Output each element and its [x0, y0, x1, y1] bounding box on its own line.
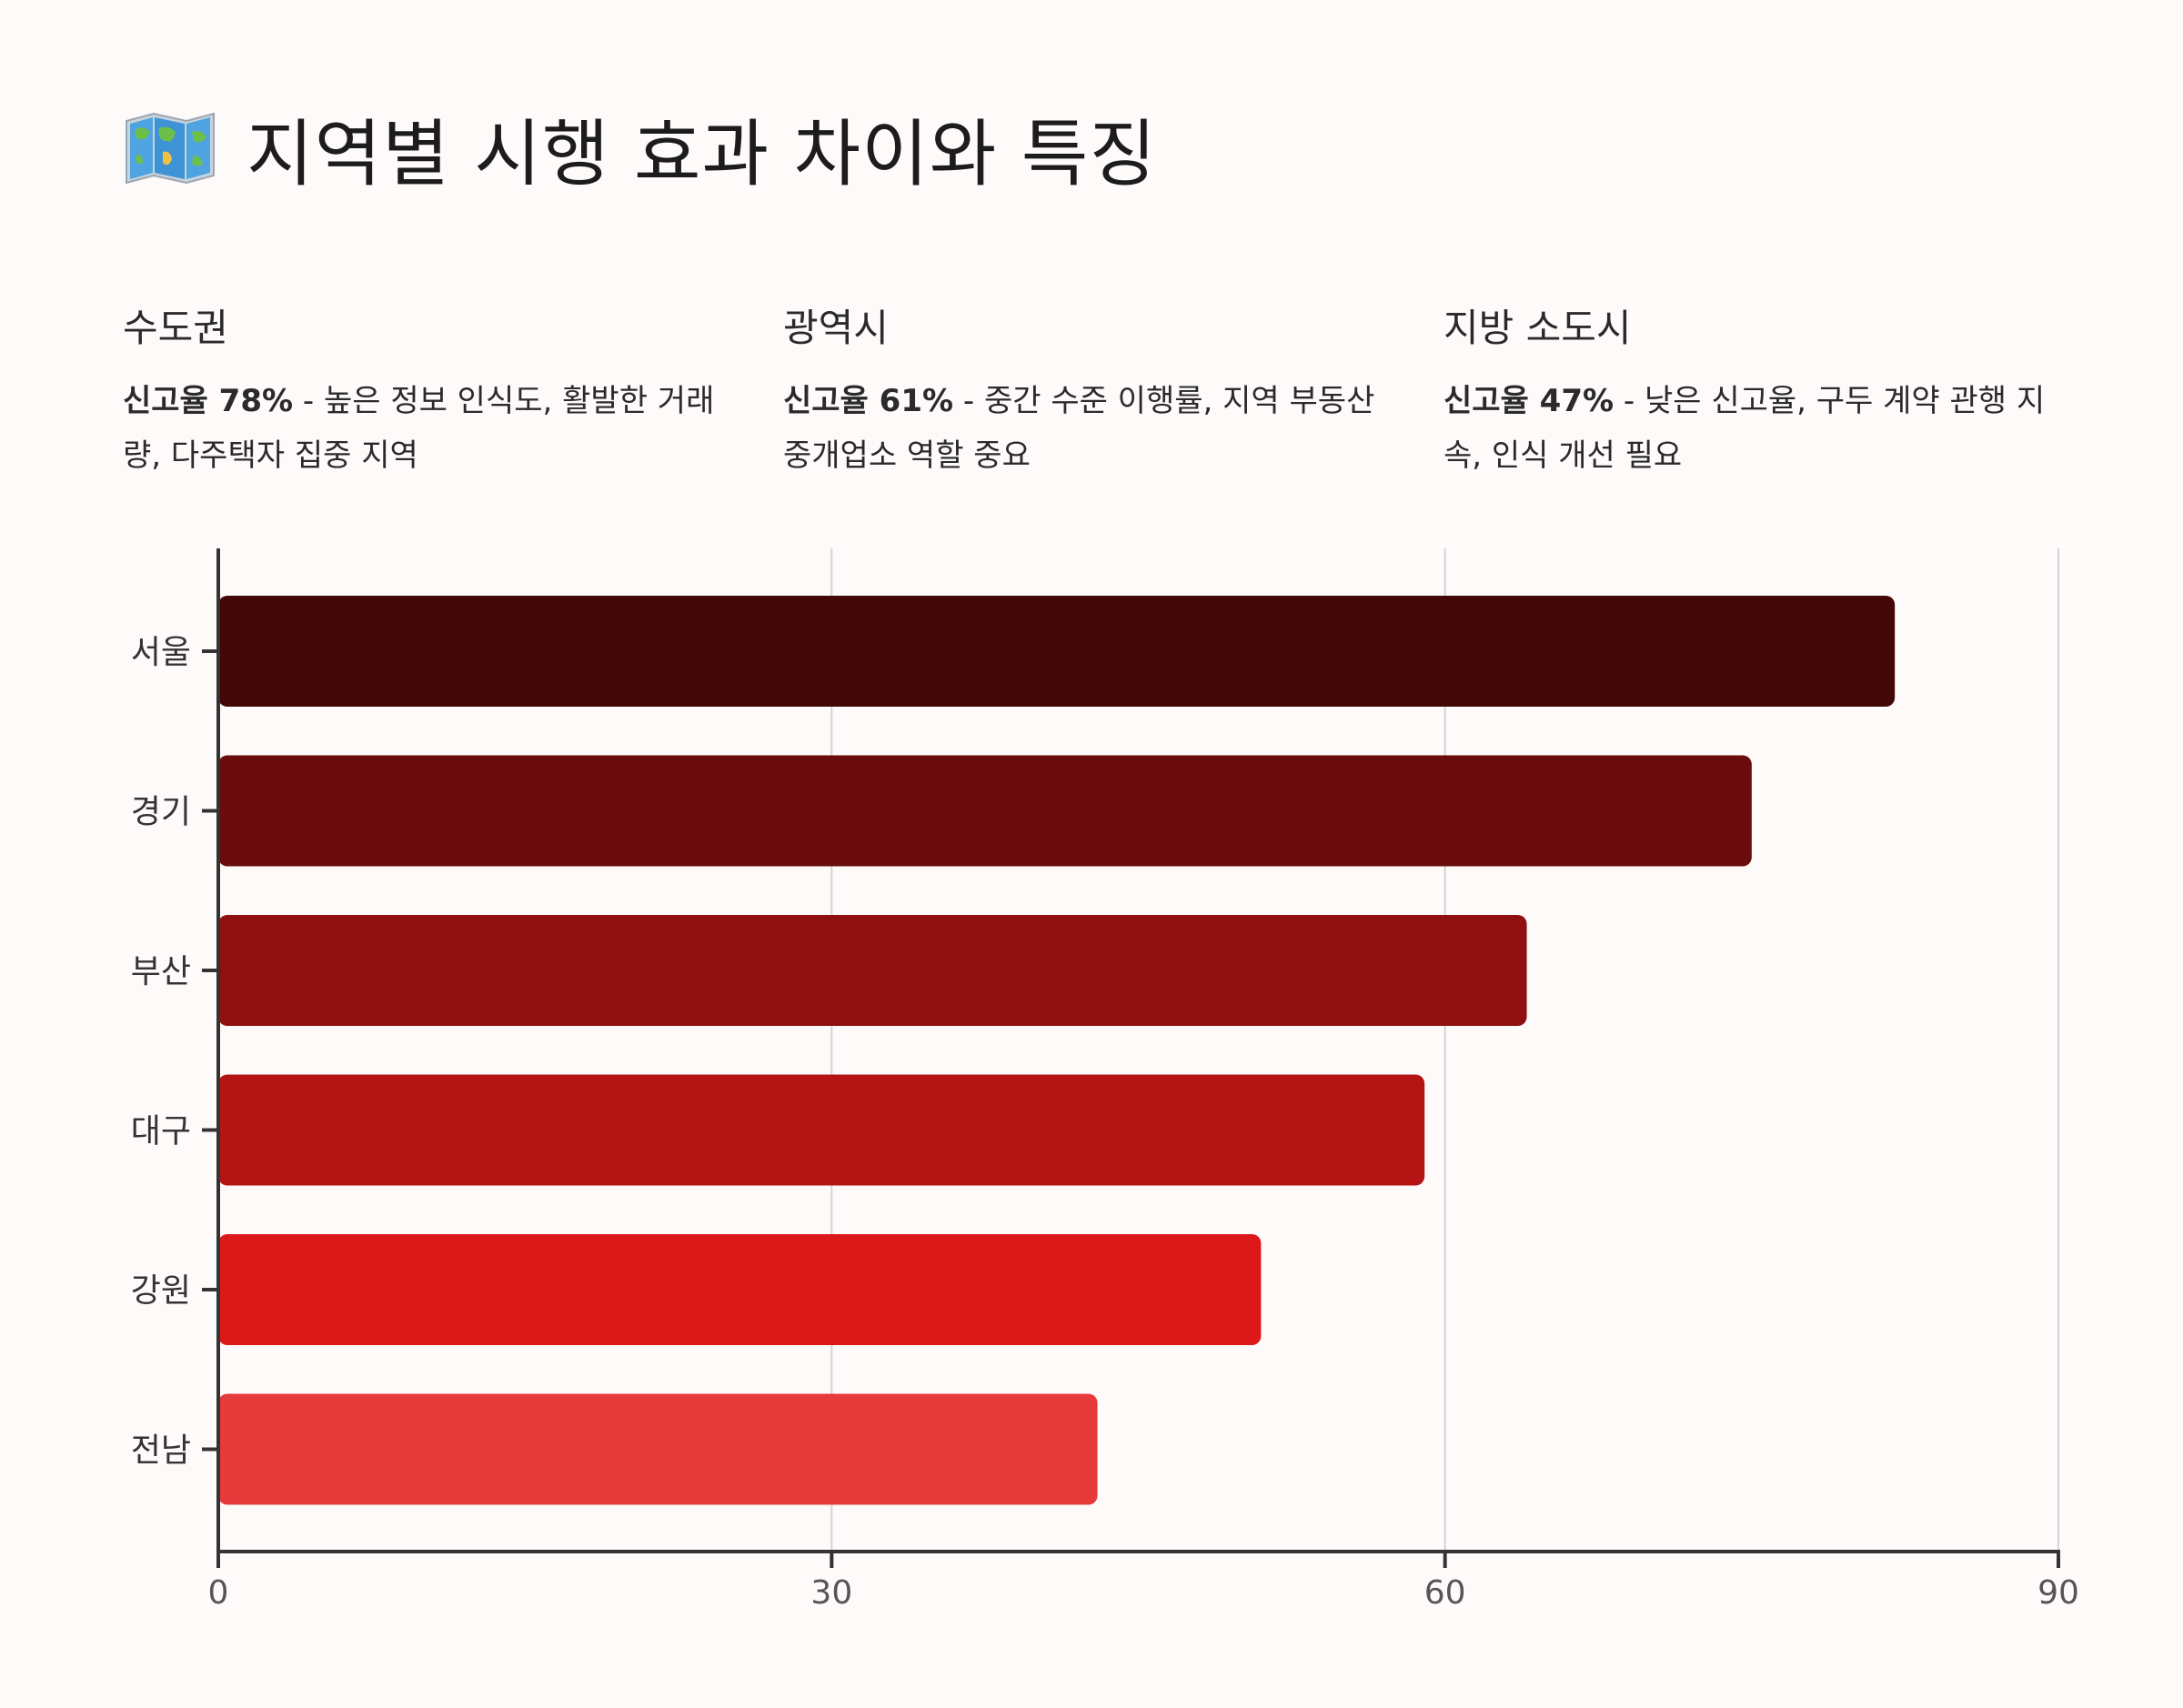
- region-description: 신고율 47% - 낮은 신고율, 구두 계약 관행 지속, 인식 개선 필요: [1444, 374, 2062, 483]
- region-rate: 신고율 78%: [123, 383, 294, 419]
- region-detail: - 중간 수준 이행률, 지역 부동산 중개업소 역할 중요: [783, 383, 1375, 474]
- x-tick-label: 30: [810, 1574, 852, 1612]
- region-card-metro: 광역시 신고율 61% - 중간 수준 이행률, 지역 부동산 중개업소 역할 …: [783, 296, 1402, 483]
- bar-5: [218, 1234, 1262, 1345]
- x-tick-label: 90: [2037, 1574, 2079, 1612]
- page-title: 지역별 시행 효과 차이와 특징: [246, 112, 1157, 196]
- region-detail: - 높은 정보 인식도, 활발한 거래량, 다주택자 집중 지역: [123, 383, 715, 474]
- region-name: 광역시: [783, 306, 889, 350]
- bar-1: [218, 596, 1896, 707]
- y-tick-label: 전남: [131, 1432, 191, 1470]
- x-tick-label: 0: [208, 1574, 229, 1612]
- y-tick-label: 강원: [131, 1272, 191, 1310]
- y-tick-label: 대구: [131, 1113, 191, 1150]
- title-row: 지역별 시행 효과 차이와 특징: [123, 98, 1157, 198]
- bar-3: [218, 915, 1527, 1026]
- y-tick-label: 서울: [131, 634, 191, 671]
- bar-4: [218, 1074, 1425, 1186]
- region-description: 신고율 78% - 높은 정보 인식도, 활발한 거래량, 다주택자 집중 지역: [123, 374, 741, 483]
- bar-6: [218, 1393, 1098, 1505]
- region-name: 수도권: [123, 306, 228, 350]
- x-tick-label: 60: [1424, 1574, 1466, 1612]
- region-card-capital: 수도권 신고율 78% - 높은 정보 인식도, 활발한 거래량, 다주택자 집…: [123, 296, 741, 483]
- y-tick-label: 부산: [131, 953, 191, 990]
- region-name: 지방 소도시: [1444, 306, 1632, 350]
- bar-2: [218, 755, 1752, 867]
- region-detail: - 낮은 신고율, 구두 계약 관행 지속, 인식 개선 필요: [1444, 383, 2046, 474]
- y-tick-label: 경기: [131, 794, 191, 831]
- region-rate: 신고율 61%: [783, 383, 954, 419]
- region-description: 신고율 61% - 중간 수준 이행률, 지역 부동산 중개업소 역할 중요: [783, 374, 1402, 483]
- region-card-small-city: 지방 소도시 신고율 47% - 낮은 신고율, 구두 계약 관행 지속, 인식…: [1444, 296, 2062, 483]
- region-rate: 신고율 47%: [1444, 383, 1615, 419]
- world-map-icon: [126, 112, 215, 185]
